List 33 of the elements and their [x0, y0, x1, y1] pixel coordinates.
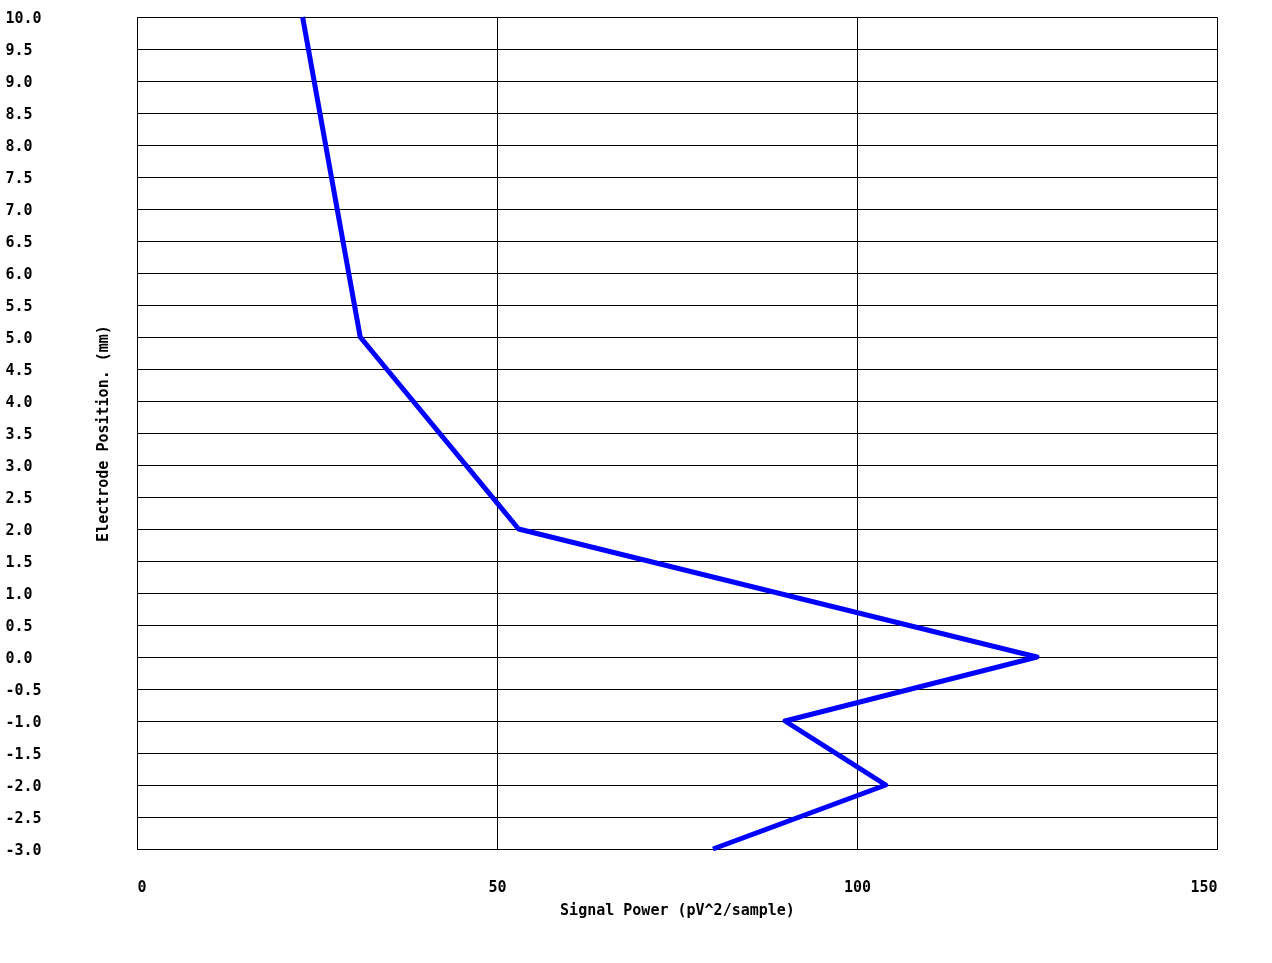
y-tick-label: 9.5: [5, 40, 33, 59]
y-tick-label: 1.5: [5, 552, 33, 571]
y-tick-label: 3.5: [5, 424, 33, 443]
x-tick-label: 50: [488, 877, 507, 896]
y-tick-label: -2.5: [5, 808, 42, 827]
y-tick-label: 1.0: [5, 584, 33, 603]
y-tick-label: 8.0: [5, 136, 33, 155]
y-tick-label: 2.0: [5, 520, 33, 539]
y-tick-label: -2.0: [5, 776, 42, 795]
y-axis-title: Electrode Position. (mm): [93, 325, 112, 542]
y-tick-label: 6.5: [5, 232, 33, 251]
y-tick-label: -1.5: [5, 744, 42, 763]
y-tick-label: 0.0: [5, 648, 33, 667]
x-tick-label: 100: [843, 877, 872, 896]
y-tick-label: -3.0: [5, 840, 42, 859]
y-tick-label: 5.0: [5, 328, 33, 347]
x-axis-title: Signal Power (pV^2/sample): [560, 900, 795, 919]
y-tick-label: 7.5: [5, 168, 33, 187]
y-tick-label: 10.0: [5, 8, 42, 27]
y-tick-label: -0.5: [5, 680, 42, 699]
y-tick-label: -1.0: [5, 712, 42, 731]
y-tick-label: 3.0: [5, 456, 33, 475]
y-tick-label: 9.0: [5, 72, 33, 91]
y-tick-label: 8.5: [5, 104, 33, 123]
y-tick-label: 7.0: [5, 200, 33, 219]
y-tick-label: 6.0: [5, 264, 33, 283]
y-tick-label: 2.5: [5, 488, 33, 507]
y-tick-label: 4.0: [5, 392, 33, 411]
y-tick-label: 5.5: [5, 296, 33, 315]
x-tick-label: 150: [1190, 877, 1218, 896]
y-tick-label: 0.5: [5, 616, 33, 635]
y-tick-label: 4.5: [5, 360, 33, 379]
x-tick-label: 0: [137, 877, 147, 896]
